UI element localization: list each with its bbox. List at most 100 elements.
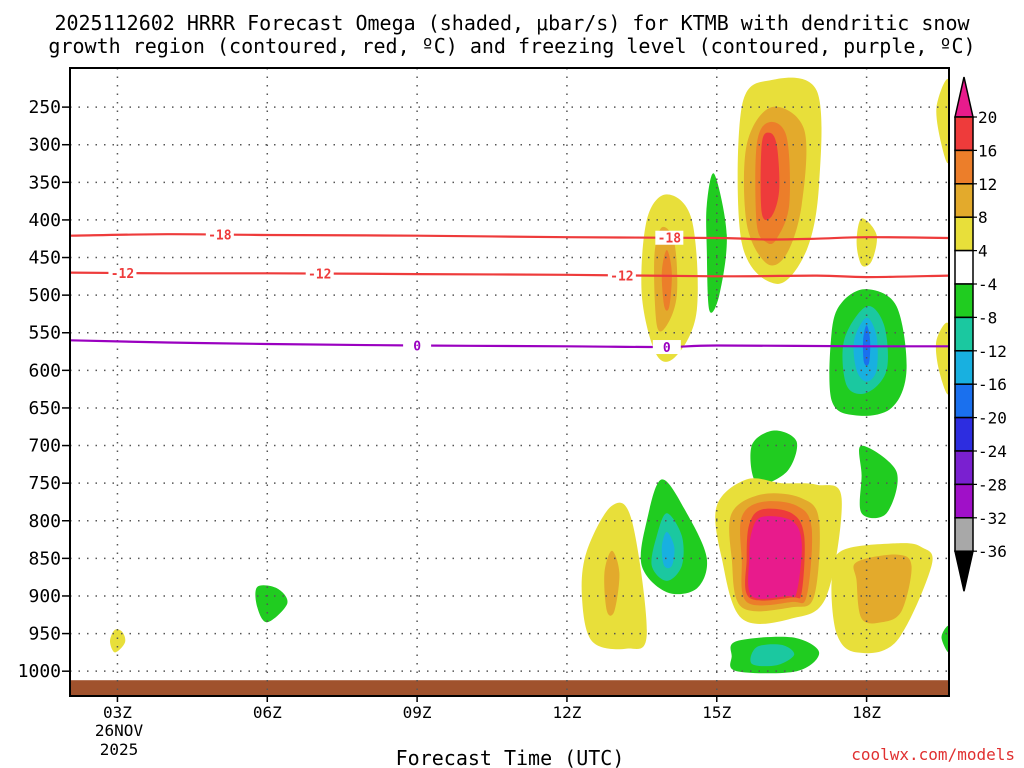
colorbar-swatch-6 <box>954 283 974 319</box>
y-tick-label-300: 300 <box>28 135 61 156</box>
colorbar-swatch-11 <box>954 450 974 486</box>
omega-region-8 <box>856 218 877 267</box>
x-tick-label-15Z: 15Z <box>702 703 731 722</box>
colorbar-swatch-2 <box>954 149 974 185</box>
colorbar-label-20: 20 <box>978 108 997 127</box>
colorbar-bottom-arrow <box>954 550 974 592</box>
contour-label--18: -18 <box>658 232 682 247</box>
contour-0 <box>70 339 949 349</box>
ground-bar <box>70 680 949 696</box>
colorbar-swatch-10 <box>954 416 974 452</box>
x-axis-label: Forecast Time (UTC) <box>396 746 625 768</box>
plot-frame <box>69 67 950 697</box>
colorbar-swatch-13 <box>954 517 974 552</box>
colorbar-label--12: -12 <box>978 342 1007 361</box>
contour-label-bg <box>305 266 334 281</box>
omega-region-28 <box>853 554 912 624</box>
colorbar-label-4: 4 <box>978 242 988 261</box>
contour-label--12: -12 <box>610 269 633 284</box>
y-tick-label-250: 250 <box>28 97 61 118</box>
omega-region-21 <box>748 516 802 599</box>
colorbar-label--28: -28 <box>978 475 1007 494</box>
contour-label-bg <box>108 265 137 280</box>
omega-region-16 <box>859 445 898 519</box>
contour-label-0: 0 <box>663 341 671 356</box>
contour-label-bg <box>652 340 681 355</box>
colorbar-label--8: -8 <box>978 308 997 327</box>
contour-label-bg <box>403 338 432 353</box>
colorbar-label--4: -4 <box>978 275 997 294</box>
colorbar-label-16: 16 <box>978 141 997 160</box>
contour-labels: -18 -18 -12 -12 -12 0 0 <box>108 227 684 356</box>
omega-region-31 <box>255 585 288 623</box>
y-tick-label-650: 650 <box>28 398 61 419</box>
colorbar-swatch-9 <box>954 383 974 419</box>
y-tick-label-950: 950 <box>28 624 61 645</box>
colorbar-swatch-7 <box>954 316 974 352</box>
colorbar-swatch-1 <box>954 116 974 152</box>
omega-region-24 <box>661 532 675 569</box>
colorbar-swatch-3 <box>954 183 974 218</box>
y-tick-label-800: 800 <box>28 511 61 532</box>
y-tick-label-350: 350 <box>28 172 61 193</box>
colorbar-swatch-4 <box>954 216 974 252</box>
contour--18 <box>70 233 949 241</box>
omega-region-32 <box>110 629 126 653</box>
contour-lines <box>70 233 949 349</box>
x-axis: 03Z 06Z 09Z 12Z 15Z 18Z <box>103 696 881 722</box>
omega-region-30 <box>750 644 795 667</box>
omega-shading <box>110 77 949 674</box>
omega-region-15 <box>750 430 798 485</box>
contour-label-bg <box>607 268 636 283</box>
colorbar-swatch-12 <box>954 483 974 519</box>
omega-region-33 <box>941 625 949 653</box>
colorbar-label--36: -36 <box>978 542 1007 561</box>
y-tick-label-600: 600 <box>28 360 61 381</box>
y-axis: 250 300 350 400 450 500 550 600 650 700 750 800 850 9… <box>18 97 70 682</box>
colorbar-top-arrow <box>954 76 974 118</box>
y-tick-label-500: 500 <box>28 285 61 306</box>
colorbar-label--32: -32 <box>978 509 1007 528</box>
y-tick-label-400: 400 <box>28 210 61 231</box>
x-tick-label-09Z: 09Z <box>403 703 432 722</box>
chart-title-line2: growth region (contoured, red, ºC) and f… <box>48 34 975 58</box>
omega-region-6 <box>661 250 672 311</box>
contour-label--12: -12 <box>111 267 134 282</box>
y-tick-label-750: 750 <box>28 473 61 494</box>
colorbar-label--16: -16 <box>978 375 1007 394</box>
omega-region-9 <box>936 78 949 164</box>
colorbar-label--24: -24 <box>978 442 1007 461</box>
x-tick-label-18Z: 18Z <box>852 703 881 722</box>
y-tick-label-900: 900 <box>28 586 61 607</box>
x-date-line2: 2025 <box>100 740 139 759</box>
colorbar-label--20: -20 <box>978 409 1007 428</box>
x-tick-label-06Z: 06Z <box>253 703 282 722</box>
contour-label-0: 0 <box>413 340 421 355</box>
y-tick-label-850: 850 <box>28 548 61 569</box>
ground-layer <box>70 680 949 696</box>
chart-title-line1: 2025112602 HRRR Forecast Omega (shaded, … <box>54 11 970 35</box>
y-tick-label-700: 700 <box>28 436 61 457</box>
contour-label--18: -18 <box>208 229 232 244</box>
contour-label--12: -12 <box>308 268 331 283</box>
colorbar-swatch-5 <box>954 249 974 285</box>
omega-region-7 <box>706 173 727 313</box>
omega-region-3 <box>760 132 780 221</box>
x-date-line1: 26NOV <box>95 721 144 740</box>
colorbar-label-8: 8 <box>978 208 988 227</box>
contour-label-bg <box>655 230 684 245</box>
credit-text: coolwx.com/models <box>851 745 1015 764</box>
colorbar: 20 16 12 8 4 -4 -8 -12 -16 -20 -24 -28 -32 -36 <box>954 76 1007 592</box>
x-tick-label-03Z: 03Z <box>103 703 132 722</box>
omega-region-10 <box>935 322 949 395</box>
y-tick-label-1000: 1000 <box>18 661 61 682</box>
colorbar-swatch-8 <box>954 350 974 385</box>
colorbar-label-12: 12 <box>978 175 997 194</box>
y-tick-label-450: 450 <box>28 248 61 269</box>
contour-label-bg <box>205 227 234 242</box>
x-tick-label-12Z: 12Z <box>552 703 581 722</box>
omega-region-26 <box>604 550 620 616</box>
contour--12 <box>70 271 949 279</box>
y-tick-label-550: 550 <box>28 323 61 344</box>
